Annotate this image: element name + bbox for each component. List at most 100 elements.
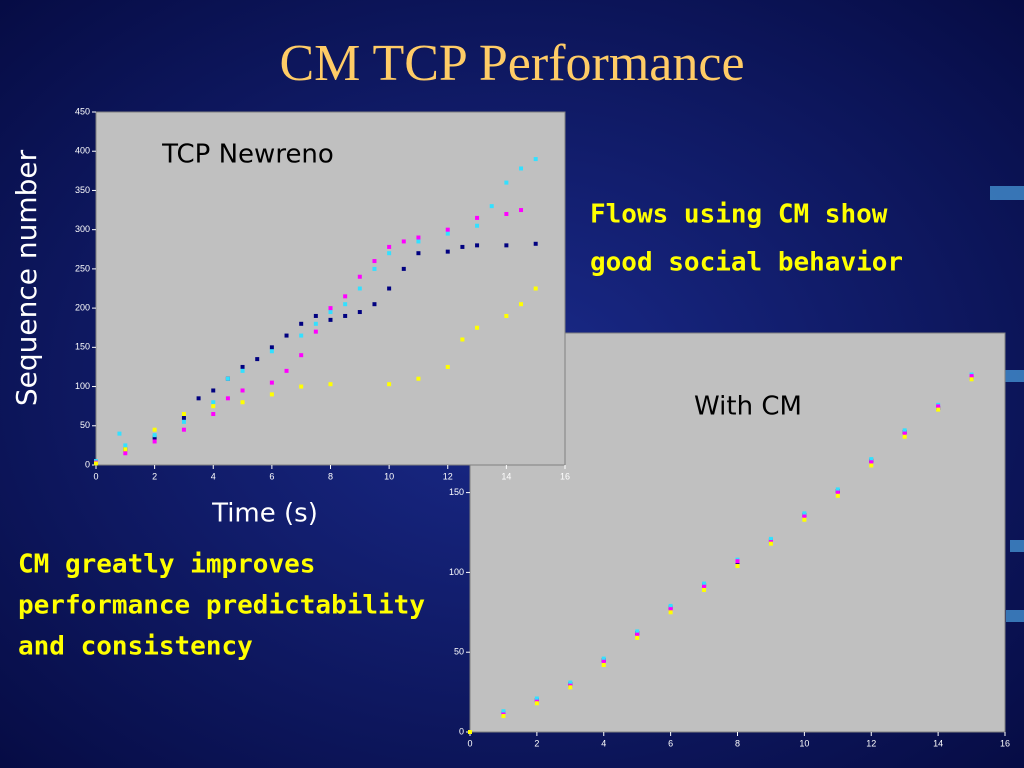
point: [445, 227, 450, 232]
point: [401, 239, 406, 244]
point: [504, 211, 509, 216]
point: [416, 251, 421, 256]
point: [372, 302, 377, 307]
x-tick-label: 12: [866, 738, 876, 748]
point: [519, 208, 524, 213]
point: [387, 286, 392, 291]
point: [835, 490, 840, 495]
point: [328, 317, 333, 322]
point: [702, 584, 707, 589]
point: [869, 463, 874, 468]
point: [299, 321, 304, 326]
note-line: good social behavior: [590, 248, 903, 278]
point: [181, 419, 186, 424]
y-tick-label: 150: [449, 487, 464, 497]
point: [969, 374, 974, 379]
point: [835, 493, 840, 498]
x-tick-label: 2: [152, 471, 157, 481]
point: [313, 321, 318, 326]
point: [568, 685, 573, 690]
x-tick-label: 8: [735, 738, 740, 748]
point: [936, 407, 941, 412]
x-tick-label: 12: [443, 471, 453, 481]
chart-title: With CM: [694, 392, 802, 422]
point: [568, 680, 573, 685]
x-tick-label: 10: [384, 471, 394, 481]
point: [416, 235, 421, 240]
point: [735, 564, 740, 569]
point: [299, 333, 304, 338]
point: [211, 412, 216, 417]
point: [534, 696, 539, 701]
x-tick-label: 4: [601, 738, 606, 748]
y-tick-label: 250: [75, 263, 90, 273]
point: [902, 428, 907, 433]
point: [343, 313, 348, 318]
point: [152, 427, 157, 432]
point: [328, 306, 333, 311]
point: [601, 659, 606, 664]
x-tick-label: 6: [269, 471, 274, 481]
x-tick-label: 16: [560, 471, 570, 481]
point: [240, 368, 245, 373]
point: [702, 581, 707, 586]
y-tick-label: 100: [449, 567, 464, 577]
point: [802, 514, 807, 519]
point: [117, 431, 122, 436]
point: [475, 223, 480, 228]
point: [460, 244, 465, 249]
chart-title: TCP Newreno: [161, 140, 334, 170]
point: [94, 461, 98, 466]
point: [196, 396, 201, 401]
point: [181, 412, 186, 417]
point: [328, 382, 333, 387]
point: [357, 310, 362, 315]
point: [445, 231, 450, 236]
point: [313, 313, 318, 318]
point: [123, 451, 128, 456]
point: [460, 337, 465, 342]
point: [668, 603, 673, 608]
x-tick-label: 0: [467, 738, 472, 748]
y-tick-label: 0: [459, 726, 464, 736]
point: [519, 166, 524, 171]
point: [501, 714, 506, 719]
point: [534, 701, 539, 706]
point: [869, 460, 874, 465]
note-line: Flows using CM show: [590, 200, 888, 230]
point: [269, 349, 274, 354]
y-tick-label: 450: [75, 106, 90, 116]
point: [668, 610, 673, 615]
point: [802, 511, 807, 516]
point: [475, 325, 480, 330]
point: [387, 251, 392, 256]
x-tick-label: 14: [501, 471, 511, 481]
point: [835, 487, 840, 492]
point: [768, 541, 773, 546]
point: [299, 353, 304, 358]
point: [869, 457, 874, 462]
y-tick-label: 0: [85, 459, 90, 469]
x-tick-label: 0: [93, 471, 98, 481]
point: [211, 404, 216, 409]
point: [445, 249, 450, 254]
point: [475, 243, 480, 248]
y-tick-label: 50: [454, 647, 464, 657]
point: [936, 404, 941, 409]
point: [768, 536, 773, 541]
point: [240, 388, 245, 393]
y-tick-label: 350: [75, 185, 90, 195]
point: [969, 377, 974, 382]
point: [255, 357, 260, 362]
x-tick-label: 14: [933, 738, 943, 748]
point: [601, 662, 606, 667]
point: [357, 274, 362, 279]
point: [635, 635, 640, 640]
point: [635, 632, 640, 637]
point: [211, 388, 216, 393]
x-tick-label: 2: [534, 738, 539, 748]
point: [372, 259, 377, 264]
point: [902, 431, 907, 436]
